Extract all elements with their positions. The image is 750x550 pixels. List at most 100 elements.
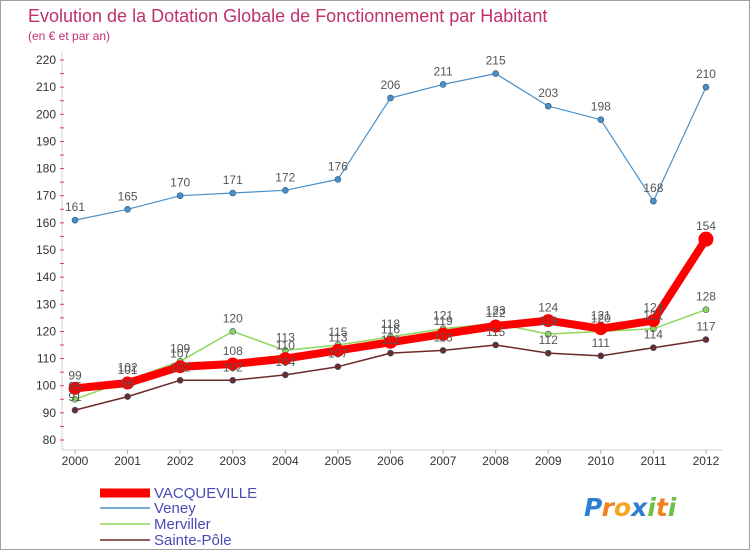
data-point-vacqueville [541, 314, 555, 328]
data-label-vacqueville: 122 [486, 306, 506, 320]
data-label-vacqueville: 124 [643, 301, 663, 315]
chart-subtitle: (en € et par an) [28, 29, 110, 43]
x-tick-label: 2011 [640, 454, 666, 468]
data-point-sainte-pole [282, 371, 289, 379]
y-tick-label: 200 [36, 107, 56, 121]
data-point-vacqueville [121, 376, 135, 390]
data-point-vacqueville [173, 360, 187, 374]
data-point-vacqueville [383, 335, 397, 349]
data-point-veney [229, 189, 237, 197]
data-point-vacqueville [226, 357, 240, 371]
x-tick-label: 2000 [62, 454, 89, 468]
data-point-vacqueville [278, 352, 292, 366]
data-point-veney [334, 176, 342, 183]
data-label-vacqueville: 121 [591, 309, 611, 323]
data-label-merviller: 102 [118, 360, 138, 374]
data-label-vacqueville: 110 [276, 339, 295, 353]
x-tick-label: 2012 [693, 454, 720, 468]
y-tick-label: 170 [36, 189, 56, 203]
data-point-veney [282, 186, 289, 194]
data-point-sainte-pole [176, 376, 184, 384]
x-tick-label: 2004 [272, 454, 299, 468]
x-tick-label: 2009 [535, 454, 562, 468]
data-point-sainte-pole [650, 344, 657, 352]
data-point-sainte-pole [492, 341, 499, 349]
data-label-sainte-pole: 112 [381, 333, 400, 347]
data-label-veney: 172 [275, 170, 295, 184]
data-point-sainte-pole [71, 406, 79, 414]
data-label-merviller: 95 [68, 379, 82, 393]
data-point-sainte-pole [124, 393, 131, 400]
data-label-sainte-pole: 115 [486, 325, 505, 339]
data-label-veney: 161 [65, 200, 85, 214]
data-point-sainte-pole [597, 352, 605, 360]
x-tick-label: 2002 [167, 454, 194, 468]
data-label-vacqueville: 101 [118, 363, 138, 377]
data-label-vacqueville: 154 [696, 219, 716, 233]
y-tick-label: 150 [36, 243, 56, 257]
logo-letter: i [668, 493, 677, 522]
data-point-veney [71, 216, 79, 224]
data-label-veney: 210 [696, 67, 716, 81]
data-label-sainte-pole: 112 [539, 333, 558, 347]
data-point-vacqueville [594, 322, 608, 336]
y-tick-label: 110 [37, 352, 56, 366]
axes: 8090100110120130140150160170180190200210… [36, 52, 722, 468]
y-tick-label: 160 [36, 216, 56, 230]
data-point-vacqueville [698, 231, 714, 247]
data-label-sainte-pole: 96 [121, 377, 135, 391]
data-point-vacqueville [489, 319, 503, 333]
data-label-merviller: 109 [170, 341, 190, 355]
data-point-merviller [702, 306, 710, 314]
y-tick-label: 130 [36, 297, 56, 311]
data-point-merviller [544, 330, 552, 338]
data-label-merviller: 118 [381, 317, 400, 331]
data-label-veney: 176 [328, 159, 348, 173]
x-tick-label: 2003 [219, 454, 246, 468]
data-label-merviller: 120 [223, 311, 243, 325]
data-label-veney: 198 [591, 100, 611, 114]
data-label-sainte-pole: 111 [592, 336, 611, 350]
data-label-sainte-pole: 114 [644, 328, 663, 342]
y-tick-label: 140 [36, 270, 56, 284]
data-label-merviller: 120 [591, 311, 611, 325]
data-label-sainte-pole: 102 [170, 360, 190, 374]
y-tick-label: 100 [36, 379, 56, 393]
y-tick-label: 180 [36, 162, 56, 176]
data-point-veney [124, 205, 131, 213]
data-label-veney: 171 [223, 173, 243, 187]
series-points [68, 70, 714, 414]
data-label-merviller: 113 [276, 330, 295, 344]
data-label-veney: 168 [643, 181, 663, 195]
data-label-veney: 206 [380, 78, 400, 92]
data-label-merviller: 119 [539, 314, 558, 328]
x-tick-label: 2001 [114, 454, 141, 468]
y-tick-label: 80 [43, 433, 57, 447]
y-tick-label: 210 [36, 80, 56, 94]
data-label-vacqueville: 116 [381, 322, 400, 336]
data-label-merviller: 121 [643, 309, 663, 323]
data-point-veney [544, 102, 552, 110]
data-label-veney: 203 [538, 86, 558, 100]
data-label-merviller: 123 [486, 303, 506, 317]
data-point-sainte-pole [439, 347, 447, 354]
y-tick-label: 90 [43, 406, 57, 420]
x-tick-label: 2010 [587, 454, 614, 468]
data-point-veney [597, 116, 605, 124]
chart-title: Evolution de la Dotation Globale de Fonc… [28, 6, 547, 26]
proxiti-logo: Proxiti [584, 493, 677, 522]
data-label-veney: 215 [486, 54, 506, 68]
data-point-veney [492, 70, 499, 77]
data-point-merviller [229, 328, 237, 335]
data-point-veney [439, 81, 447, 88]
data-label-sainte-pole: 102 [223, 360, 243, 374]
data-label-sainte-pole: 104 [275, 355, 295, 369]
data-point-sainte-pole [229, 376, 237, 384]
data-label-vacqueville: 107 [170, 347, 190, 361]
data-label-merviller: 128 [696, 290, 716, 304]
y-tick-label: 120 [36, 324, 56, 338]
